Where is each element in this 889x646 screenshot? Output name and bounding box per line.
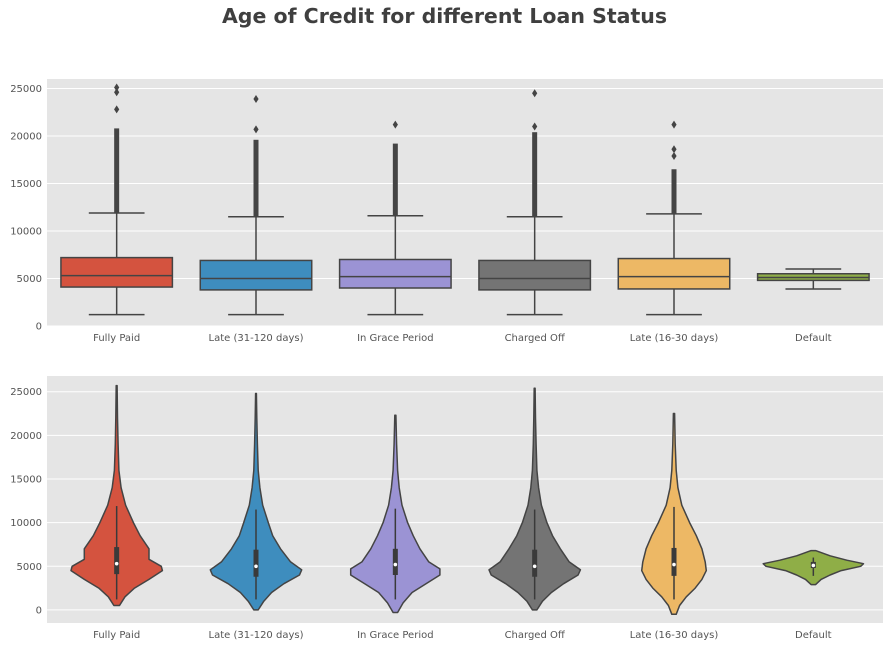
violin-median-dot [532,564,537,569]
box-6 [756,268,870,290]
y-tick-label: 25000 [10,387,42,398]
outlier-cluster [532,132,538,217]
violin-body [209,392,303,611]
outlier-point [114,105,120,114]
x-tick-label: In Grace Period [357,333,433,344]
x-tick-label: Default [795,333,832,344]
y-tick-label: 10000 [10,227,42,238]
x-tick-label: Default [795,630,832,641]
violin-4 [488,387,582,611]
box-iqr [617,257,731,290]
violin-body [488,387,582,611]
x-tick-label: Late (31-120 days) [209,333,304,344]
violin-iqr-bar [532,549,538,577]
y-tick-label: 0 [36,322,42,333]
x-tick-label: Fully Paid [93,333,140,344]
box-3 [338,120,452,316]
outlier-point [114,88,120,97]
violin-median-dot [114,561,119,566]
outlier-point [392,120,398,129]
y-tick-label: 15000 [10,474,42,485]
box-1 [60,83,174,316]
box-iqr [478,259,592,291]
y-tick-label: 0 [36,605,42,616]
outlier-point [671,151,677,160]
y-tick-label: 20000 [10,132,42,143]
box-5 [617,120,731,316]
violin-iqr-bar [671,547,677,576]
y-tick-label: 25000 [10,84,42,95]
violin-2 [209,392,303,611]
violin-median-dot [811,563,816,568]
outlier-point [671,145,677,154]
box-plot-panel: 0 5000 10000 15000 20000 25000 Fully Paid Late … [10,79,883,344]
violin-iqr-bar [392,548,398,575]
x-tick-label: Charged Off [505,333,566,344]
outlier-point [253,94,259,103]
x-tick-label: Charged Off [505,630,566,641]
x-tick-label: In Grace Period [357,630,433,641]
outlier-cluster [392,143,398,216]
outlier-point [114,83,120,92]
box-iqr [199,259,313,291]
y-tick-label: 15000 [10,179,42,190]
outlier-cluster [253,139,259,217]
box-iqr [338,258,452,289]
plot-area-background [47,79,883,326]
outlier-point [671,120,677,129]
violin-body [70,384,164,607]
outlier-cluster [114,128,120,213]
outlier-point [253,125,259,134]
violin-median-dot [672,562,676,567]
box-2 [199,94,313,316]
x-tick-label: Late (31-120 days) [209,630,304,641]
violin-plot-panel: 0 5000 10000 15000 20000 25000 Fully Paid Late … [10,376,883,641]
violin-median-dot [393,562,398,567]
figure-title: Age of Credit for different Loan Status [221,4,668,28]
y-tick-label: 10000 [10,518,42,529]
box-4 [478,89,592,316]
x-tick-label: Late (16-30 days) [630,630,719,641]
violin-iqr-bar [114,547,120,575]
violin-median-dot [254,564,258,569]
box-iqr [60,256,174,288]
x-tick-label: Fully Paid [93,630,140,641]
y-tick-label: 5000 [17,274,42,285]
outlier-point [532,89,538,98]
outlier-point [532,122,538,131]
x-tick-label: Late (16-30 days) [630,333,719,344]
violin-6 [762,549,865,586]
plot-area-background [47,376,883,623]
violin-3 [349,414,441,614]
violin-5 [640,412,708,616]
y-tick-label: 20000 [10,431,42,442]
violin-1 [70,384,164,607]
violin-iqr-bar [253,549,259,577]
outlier-cluster [671,169,677,214]
y-tick-label: 5000 [17,562,42,573]
